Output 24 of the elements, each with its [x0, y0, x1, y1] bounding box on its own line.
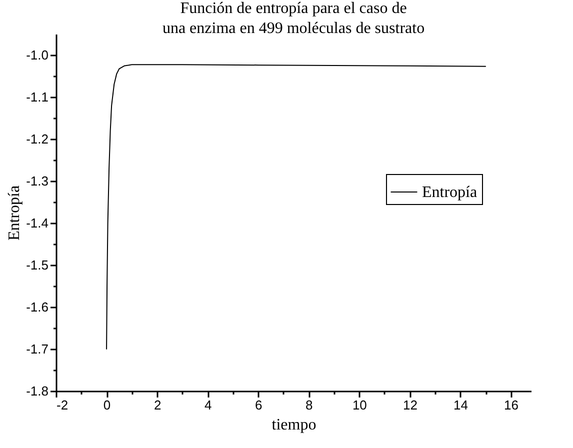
y-tick-label: -1.7: [26, 342, 48, 356]
y-tick-label: -1.5: [26, 258, 48, 272]
x-tick-label: 10: [352, 398, 367, 412]
x-tick-label: -2: [56, 398, 68, 412]
x-tick-label: 12: [402, 398, 418, 412]
y-tick-label: -1.3: [26, 174, 48, 188]
x-tick-label: 0: [103, 398, 111, 412]
y-tick-label: -1.0: [26, 48, 48, 62]
x-tick-label: 6: [255, 398, 262, 412]
y-tick-label: -1.4: [26, 216, 48, 230]
x-axis-title: tiempo: [272, 416, 316, 434]
y-tick-label: -1.2: [26, 132, 48, 146]
x-tick-label: 4: [204, 398, 212, 412]
y-axis-title: Entropía: [6, 185, 24, 241]
y-tick-label: -1.6: [26, 300, 48, 314]
legend-label: Entropía: [422, 184, 478, 201]
x-tick-label: 2: [154, 398, 162, 412]
line-series: [106, 64, 486, 350]
chart-title: Función de entropía para el caso de una enzima en 499 moléculas de sustrato: [162, 0, 425, 37]
x-tick-label: 14: [454, 398, 468, 412]
x-tick-label: 8: [306, 398, 313, 412]
y-tick-label: -1.1: [26, 90, 48, 104]
x-tick-label: 16: [504, 398, 519, 412]
y-tick-label: -1.8: [26, 384, 48, 398]
